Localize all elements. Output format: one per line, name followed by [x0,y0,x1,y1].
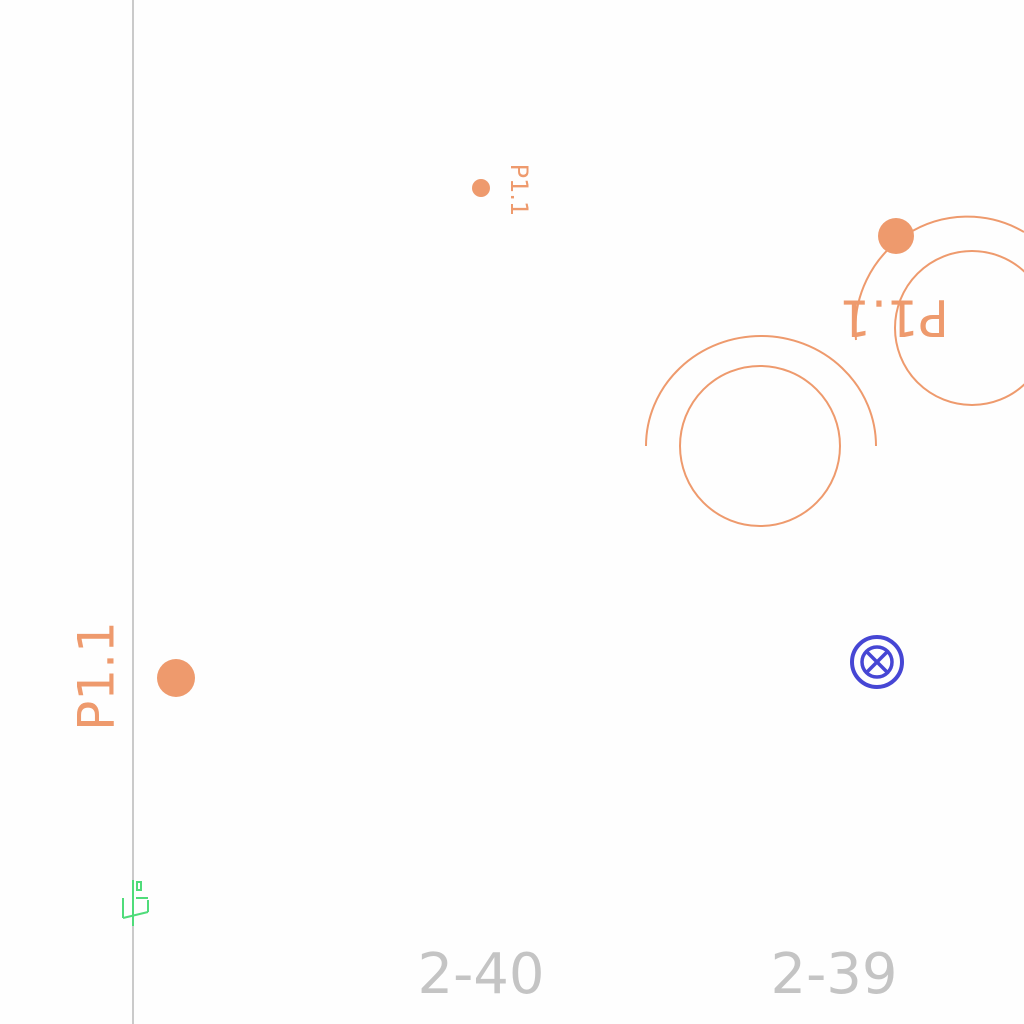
center-inner-circle [679,365,841,527]
grid-label-col-b: 2-39 [770,942,897,1007]
upper-right-outer-arc [854,215,1024,341]
grid-label-col-a: 2-40 [417,942,544,1007]
upper-right-point-dot[interactable] [878,218,914,254]
ground-symbol-icon [122,880,149,926]
large-point-label: P1.1 [68,621,126,731]
large-point-dot[interactable] [157,659,195,697]
circled-x-target-icon[interactable] [850,635,904,689]
small-point-dot[interactable] [472,179,490,197]
upper-right-inner-circle [894,250,1024,406]
upper-right-point-label: P1.1 [839,289,949,347]
small-point-label: P1.1 [505,164,533,217]
center-outer-arc [645,335,877,447]
